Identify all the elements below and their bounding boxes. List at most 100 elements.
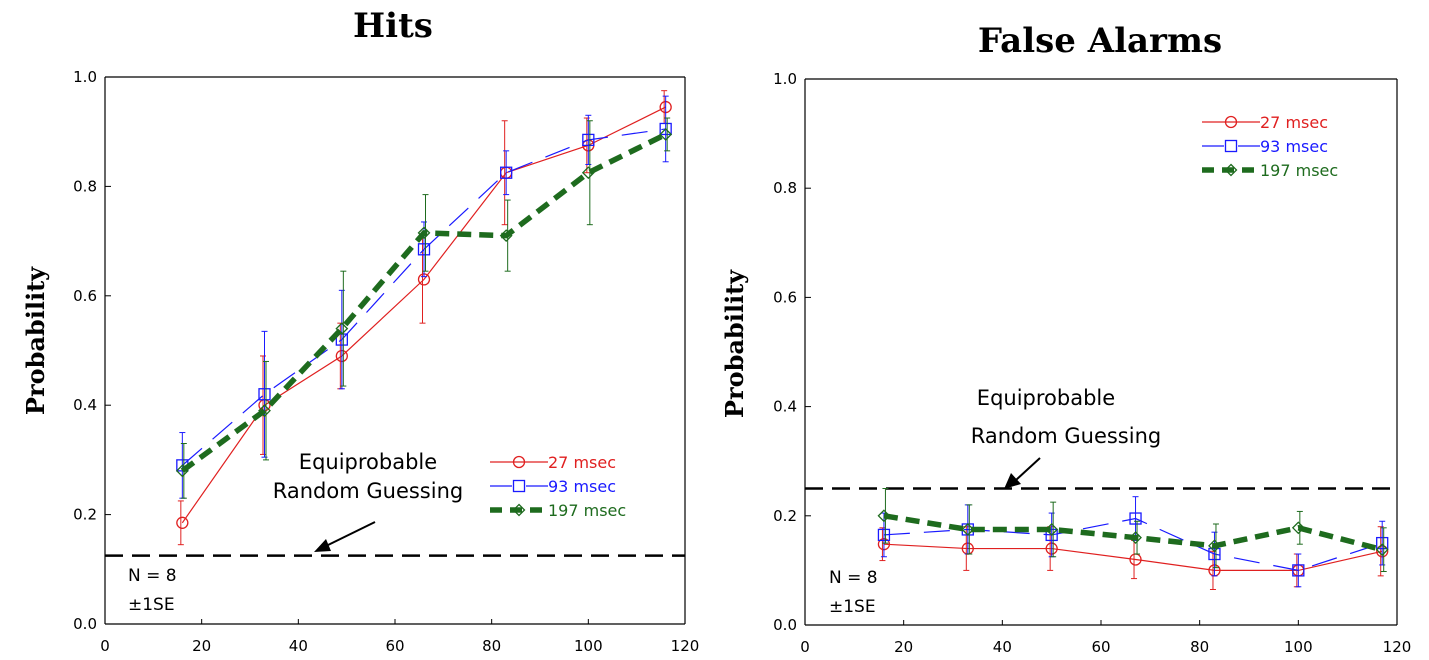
- hits-annotation: Equiprobable Random Guessing: [273, 450, 463, 552]
- hits-series-93-msec-point: [659, 122, 672, 136]
- false-alarms-x-tick-label: 20: [894, 638, 913, 656]
- hits-legend-label: 93 msec: [548, 477, 616, 496]
- false-alarms-y-tick-label: 0.0: [773, 616, 797, 634]
- hits-axes: [104, 76, 686, 625]
- hits-annotation-line-1: Equiprobable: [299, 450, 437, 474]
- hits-series-93-msec-point: [500, 166, 513, 179]
- false-alarms-legend-label: 197 msec: [1260, 161, 1338, 180]
- hits-legend-marker: [512, 479, 526, 493]
- hits-x-tick-label: 60: [385, 637, 404, 655]
- false-alarms-plot-area: [805, 487, 1397, 591]
- false-alarms-series-93-msec-line: [883, 517, 1383, 572]
- false-alarms-legend-marker: [1224, 139, 1238, 153]
- hits-series-197-msec-point: [335, 322, 349, 336]
- false-alarms-annotation-arrow: [1015, 457, 1041, 481]
- hits-series-93-msec-point: [258, 388, 271, 401]
- false-alarms-tick-labels: 0 20 40 60 80 100 120 0.0 0.2 0.4 0.6 0.8 1.0: [773, 70, 1411, 656]
- false-alarms-series-93-msec-point: [1129, 512, 1142, 525]
- false-alarms-series-93-msec-point: [1045, 528, 1058, 542]
- false-alarms-series-197-msec: [877, 488, 1389, 572]
- false-alarms-panel: False Alarms Probability 0 20 40 60 80 100 120…: [720, 21, 1411, 656]
- false-alarms-series-197-msec-point: [1375, 543, 1389, 557]
- false-alarms-y-tick-label: 0.8: [773, 179, 797, 197]
- hits-y-tick-label: 0.4: [73, 396, 97, 414]
- hits-legend: 27 msec 93 msec 197 msec: [490, 453, 626, 520]
- hits-title: Hits: [353, 6, 433, 46]
- false-alarms-y-tick-label: 0.4: [773, 398, 797, 416]
- hits-annotation-arrowhead: [314, 539, 331, 552]
- false-alarms-series-27-msec-line: [883, 543, 1383, 572]
- hits-series-197-msec-point: [417, 226, 431, 240]
- false-alarms-annotation-arrowhead: [1004, 473, 1021, 489]
- false-alarms-y-tick-label: 0.2: [773, 507, 797, 525]
- false-alarms-series-197-msec-point: [961, 523, 975, 536]
- false-alarms-x-tick-label: 60: [1091, 638, 1110, 656]
- false-alarms-legend-marker: [1224, 163, 1238, 177]
- hits-annotation-line-2: Random Guessing: [273, 479, 463, 503]
- hits-series-197-msec-point: [659, 128, 673, 141]
- false-alarms-series-93-msec-point: [1376, 536, 1389, 550]
- hits-plot-area: [105, 90, 685, 557]
- false-alarms-series-197-msec-line: [883, 513, 1383, 553]
- false-alarms-series-197-msec-point: [1208, 539, 1221, 553]
- false-alarms-series-197-msec-point: [1045, 523, 1059, 536]
- false-alarms-annotation: Equiprobable Random Guessing: [971, 386, 1161, 489]
- false-alarms-y-tick-label: 0.6: [773, 288, 797, 306]
- hits-y-tick-label: 0.0: [73, 615, 97, 633]
- hits-series-197-msec-point: [175, 464, 189, 478]
- hits-annotation-arrow: [325, 521, 376, 547]
- false-alarms-axes: [804, 78, 1398, 626]
- false-alarms-x-tick-label: 100: [1284, 638, 1313, 656]
- hits-se-note: ±1SE: [128, 595, 175, 615]
- false-alarms-title: False Alarms: [978, 21, 1222, 61]
- false-alarms-x-tick-label: 80: [1190, 638, 1209, 656]
- false-alarms-se-note: ±1SE: [829, 597, 876, 617]
- hits-series-197-msec-point: [258, 404, 271, 418]
- false-alarms-n-note: N = 8: [829, 568, 878, 588]
- hits-series-197-msec-point: [499, 229, 513, 243]
- hits-y-tick-label: 1.0: [73, 68, 97, 86]
- false-alarms-series-197-msec-point: [1129, 531, 1142, 545]
- hits-x-tick-label: 0: [100, 637, 110, 655]
- false-alarms-legend-marker: [1224, 115, 1238, 129]
- hits-series-93-msec-point: [417, 243, 431, 256]
- hits-series-197-msec-line: [180, 131, 667, 474]
- false-alarms-annotation-line-2: Random Guessing: [971, 424, 1161, 448]
- hits-y-tick-label: 0.6: [73, 287, 97, 305]
- hits-legend-label: 197 msec: [548, 501, 626, 520]
- hits-x-tick-label: 120: [671, 637, 700, 655]
- false-alarms-series-197-msec-point: [1291, 521, 1305, 535]
- false-alarms-annotation-line-1: Equiprobable: [977, 386, 1115, 410]
- false-alarms-ylabel: Probability: [720, 269, 749, 418]
- false-alarms-series-93-msec-point: [1292, 564, 1305, 577]
- false-alarms-y-tick-label: 1.0: [773, 70, 797, 88]
- false-alarms-series-93-msec-point: [877, 528, 891, 542]
- false-alarms-legend: 27 msec 93 msec 197 msec: [1202, 113, 1338, 180]
- hits-series-93-msec: [176, 95, 672, 499]
- hits-tick-labels: 0 20 40 60 80 100 120 0.0 0.2 0.4 0.6 0.8 1.0: [73, 68, 699, 655]
- hits-legend-marker: [512, 455, 526, 469]
- hits-y-tick-label: 0.8: [73, 177, 97, 195]
- hits-series-197-msec: [175, 117, 673, 499]
- hits-x-tick-label: 100: [574, 637, 603, 655]
- hits-series-27-msec-point: [176, 516, 189, 529]
- hits-n-note: N = 8: [128, 566, 177, 586]
- hits-x-tick-label: 20: [192, 637, 211, 655]
- hits-legend-marker: [512, 503, 526, 517]
- false-alarms-legend-label: 27 msec: [1260, 113, 1328, 132]
- hits-series-93-msec-line: [181, 128, 666, 466]
- hits-ylabel: Probability: [21, 266, 50, 415]
- false-alarms-x-tick-label: 40: [993, 638, 1012, 656]
- hits-series-93-msec-point: [582, 133, 595, 147]
- false-alarms-legend-label: 93 msec: [1260, 137, 1328, 156]
- false-alarms-x-tick-label: 0: [800, 638, 810, 656]
- hits-legend-label: 27 msec: [548, 453, 616, 472]
- hits-series-197-msec-point: [581, 166, 595, 180]
- hits-panel: Hits Probability 0 20 40 60 80 100 120 0.0 0.2 0.…: [21, 6, 699, 655]
- false-alarms-series-93-msec: [877, 496, 1389, 588]
- false-alarms-x-tick-label: 120: [1383, 638, 1412, 656]
- hits-x-tick-label: 80: [482, 637, 501, 655]
- hits-x-tick-label: 40: [289, 637, 308, 655]
- hits-y-tick-label: 0.2: [73, 506, 97, 524]
